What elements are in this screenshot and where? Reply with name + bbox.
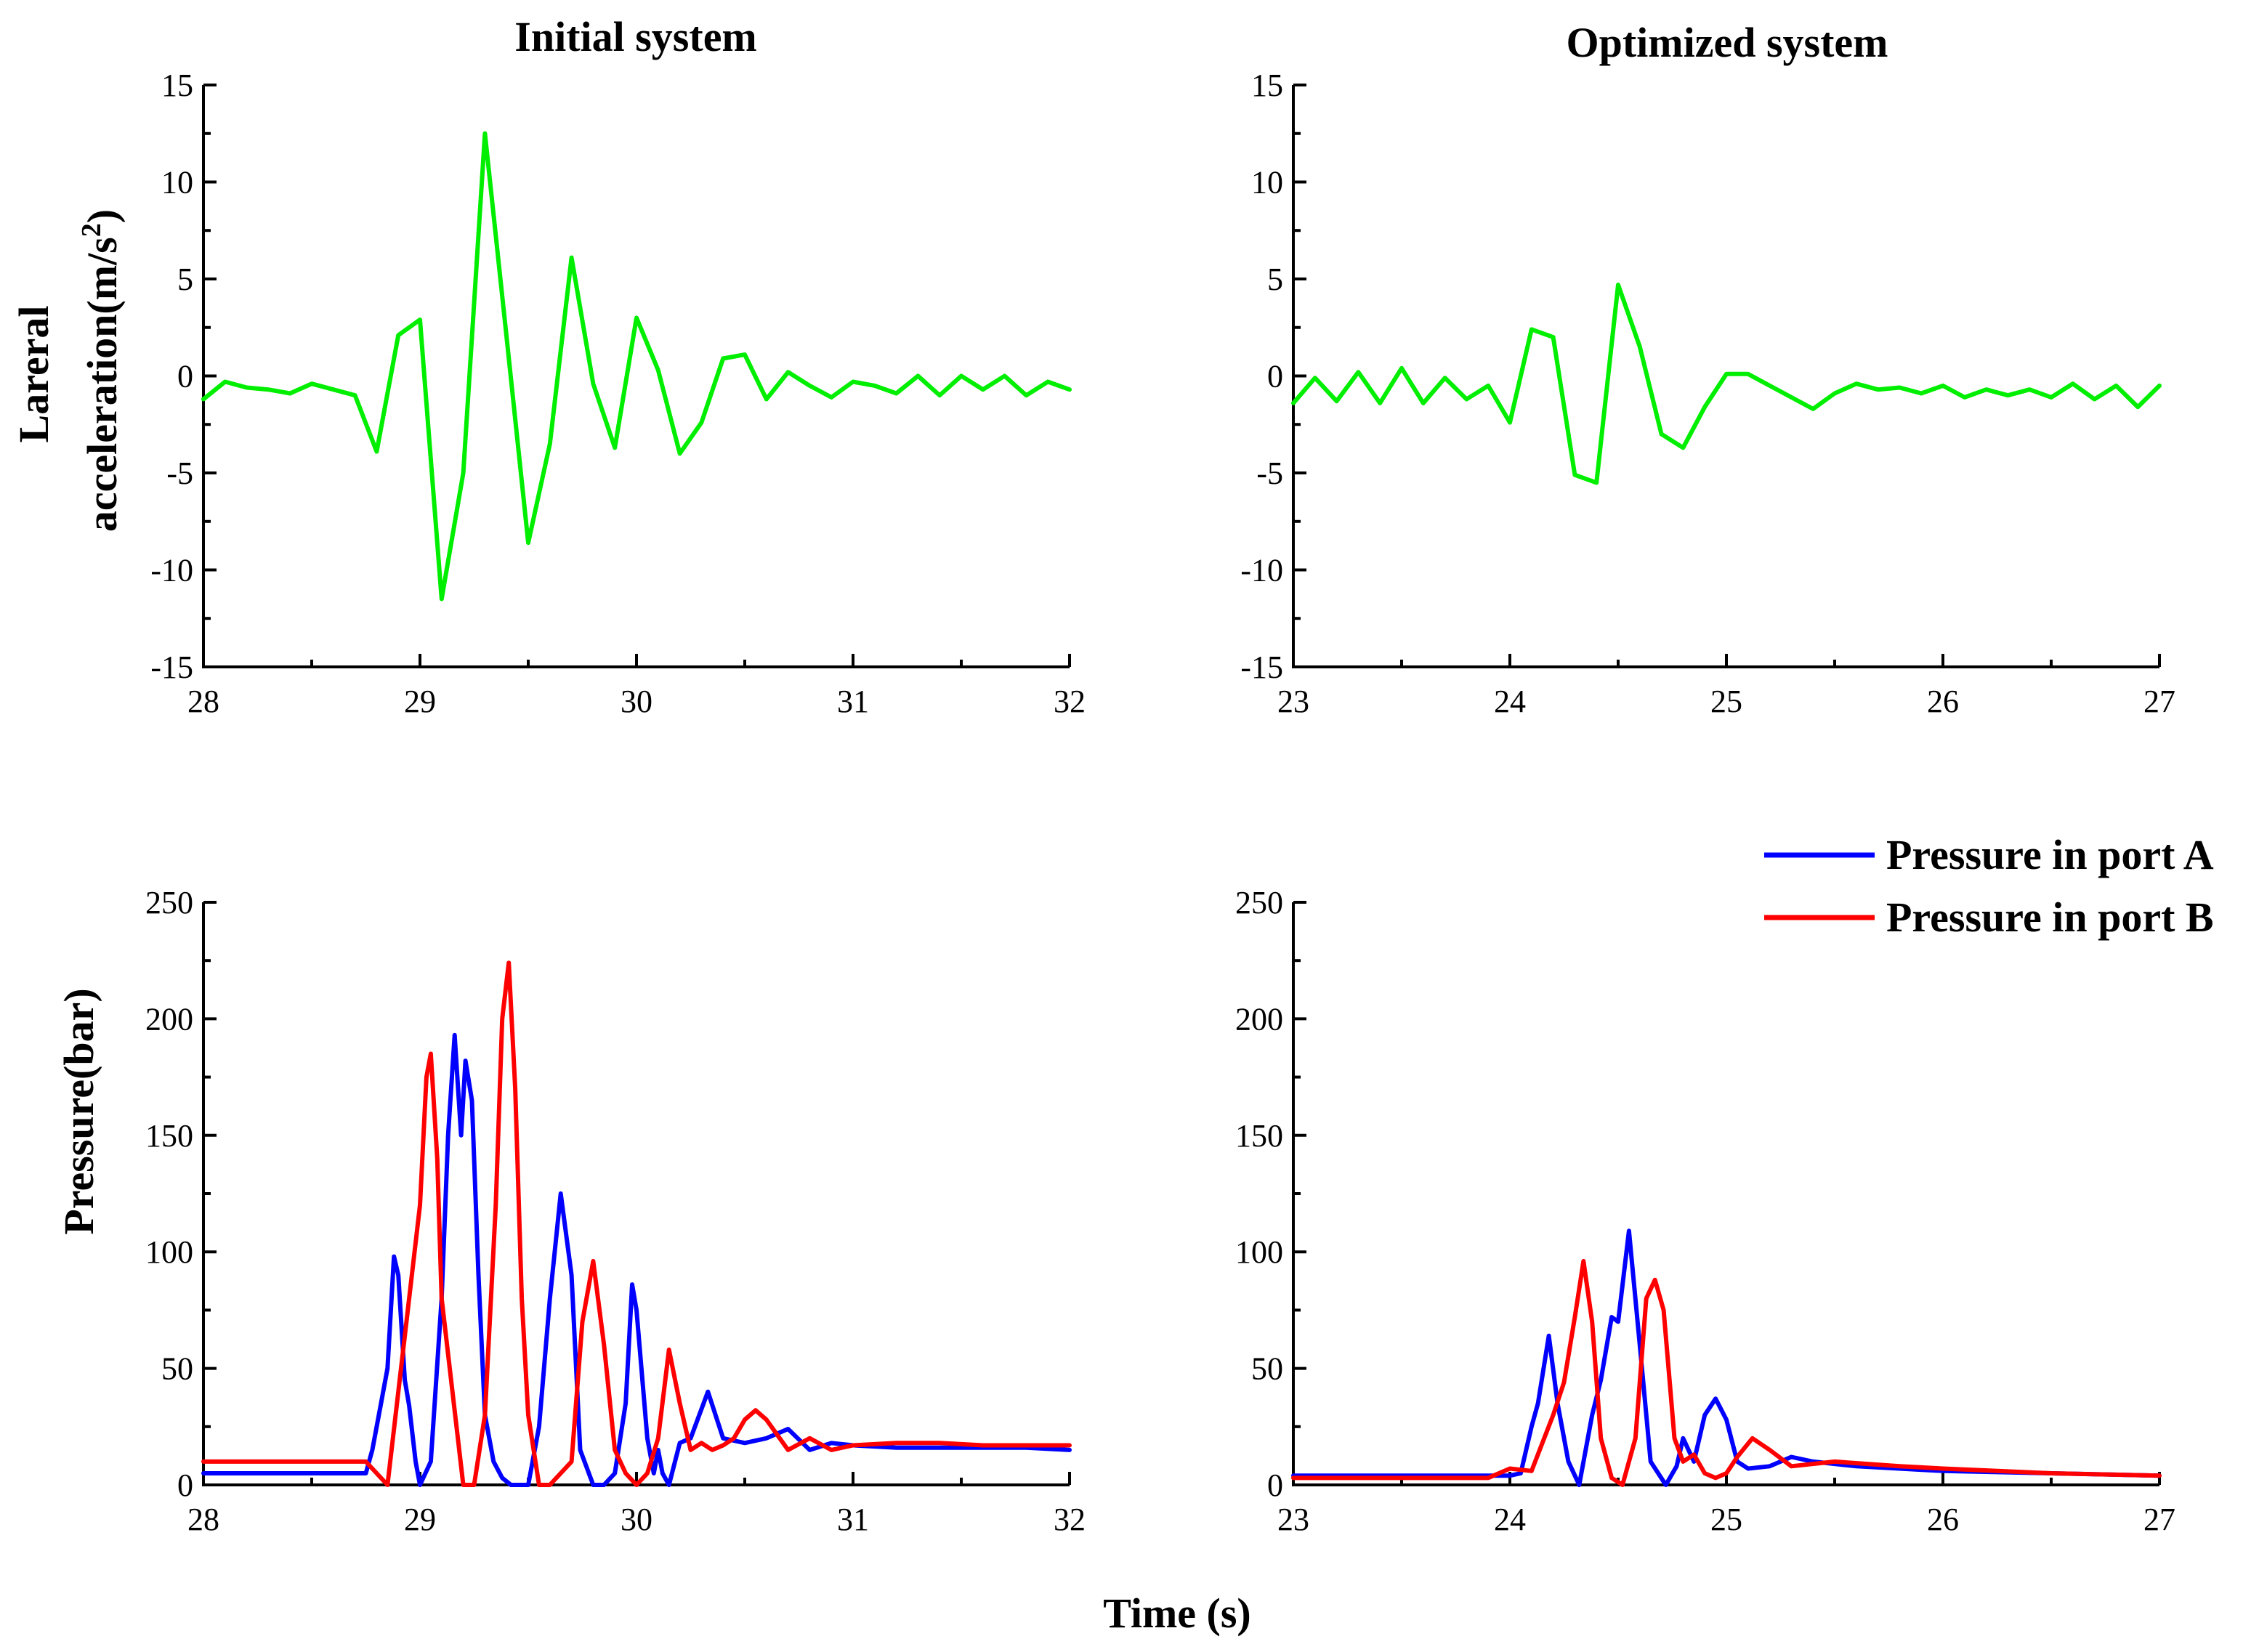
initial-acceleration-y-tick-label: 15	[161, 68, 193, 103]
initial-pressure-x-tick-label: 30	[621, 1502, 652, 1537]
initial-acceleration-y-tick-label: -5	[166, 455, 193, 491]
initial-acceleration-x-tick-label: 30	[621, 684, 652, 719]
initial-pressure-x-tick-label: 32	[1054, 1502, 1086, 1537]
initial-acceleration-series-lateral-acceleration	[201, 131, 1072, 602]
optimized-acceleration-y-tick-label: 10	[1251, 165, 1283, 201]
optimized-acceleration-y-tick-label: 0	[1267, 359, 1283, 394]
optimized-acceleration-x-tick-label: 27	[2143, 684, 2175, 719]
initial-pressure-y-tick-label: 50	[161, 1351, 193, 1387]
optimized-acceleration-y-tick-label: -10	[1240, 553, 1283, 588]
optimized-acceleration-y-tick-label: 5	[1267, 262, 1283, 297]
optimized-acceleration-x-tick-label: 25	[1710, 684, 1742, 719]
initial-pressure-y-tick-label: 100	[145, 1234, 193, 1270]
x-axis-title-time: Time (s)	[1103, 1590, 1251, 1637]
panel-optimized-acceleration: -15 -10 -5 0 5 10 15 23 24 25 26 27	[1240, 68, 2175, 719]
initial-pressure-x-tick-label: 31	[837, 1502, 869, 1537]
initial-acceleration-x-tick-label: 32	[1054, 684, 1086, 719]
optimized-pressure-y-tick-label: 200	[1235, 1001, 1283, 1037]
optimized-pressure-x-tick-label: 26	[1927, 1502, 1959, 1537]
initial-pressure-x-tick-label: 29	[404, 1502, 436, 1537]
y-axis-title-pressure: Pressure(bar)	[55, 988, 102, 1234]
panel-optimized-pressure: 0 50 100 150 200 250 23 24 25 26 27	[1235, 885, 2175, 1537]
legend-label-port-b: Pressure in port B	[1886, 894, 2214, 941]
optimized-acceleration-x-tick-label: 23	[1277, 684, 1309, 719]
initial-pressure-y-tick-label: 150	[145, 1118, 193, 1154]
optimized-pressure-y-tick-label: 0	[1267, 1467, 1283, 1503]
legend: Pressure in port A Pressure in port B	[1764, 831, 2214, 941]
y-axis-title-acceleration-line2: acceleration(m/s2)	[76, 209, 126, 532]
initial-acceleration-y-tick-label: -15	[150, 649, 193, 685]
initial-acceleration-y-tick-label: 0	[177, 359, 193, 394]
initial-pressure-y-tick-label: 0	[177, 1467, 193, 1503]
optimized-pressure-x-tick-label: 27	[2143, 1502, 2175, 1537]
initial-pressure-y-tick-label: 250	[145, 885, 193, 920]
optimized-acceleration-x-tick-label: 24	[1494, 684, 1526, 719]
optimized-pressure-y-tick-label: 250	[1235, 885, 1283, 920]
y-axis-title-acceleration-close: )	[78, 209, 126, 223]
initial-pressure-series-pressure-in-port-b	[201, 960, 1072, 1487]
optimized-pressure-y-tick-label: 50	[1251, 1351, 1283, 1387]
optimized-pressure-x-tick-label: 25	[1710, 1502, 1742, 1537]
panel-initial-pressure: 0 50 100 150 200 250 28 29 30 31 32	[145, 885, 1086, 1537]
initial-acceleration-y-tick-label: 10	[161, 165, 193, 201]
y-axis-title-acceleration-sup: 2	[76, 223, 107, 237]
initial-acceleration-x-tick-label: 29	[404, 684, 436, 719]
initial-pressure-y-tick-label: 200	[145, 1001, 193, 1037]
optimized-pressure-y-tick-label: 100	[1235, 1234, 1283, 1270]
y-axis-title-acceleration-base: acceleration(m/s	[78, 237, 126, 532]
panel-title-optimized: Optimized system	[1567, 19, 1888, 66]
optimized-acceleration-x-tick-label: 26	[1927, 684, 1959, 719]
panel-title-initial: Initial system	[514, 13, 757, 60]
optimized-acceleration-series-lateral-acceleration	[1291, 283, 2162, 485]
initial-pressure-series-pressure-in-port-a	[201, 1032, 1072, 1487]
optimized-acceleration-y-tick-label: -5	[1256, 455, 1283, 491]
optimized-pressure-series-pressure-in-port-b	[1291, 1259, 2162, 1487]
y-axis-title-acceleration-line1: Lareral	[10, 306, 57, 443]
optimized-pressure-y-tick-label: 150	[1235, 1118, 1283, 1154]
initial-acceleration-x-tick-label: 28	[187, 684, 219, 719]
initial-acceleration-x-tick-label: 31	[837, 684, 869, 719]
initial-acceleration-y-tick-label: -10	[150, 553, 193, 588]
optimized-pressure-x-tick-label: 23	[1277, 1502, 1309, 1537]
panel-initial-acceleration: -15 -10 -5 0 5 10 15 28 29 30 31 32	[150, 68, 1086, 719]
initial-acceleration-y-tick-label: 5	[177, 262, 193, 297]
legend-label-port-a: Pressure in port A	[1886, 831, 2214, 878]
optimized-acceleration-y-tick-label: 15	[1251, 68, 1283, 103]
optimized-acceleration-y-tick-label: -15	[1240, 649, 1283, 685]
optimized-pressure-x-tick-label: 24	[1494, 1502, 1526, 1537]
initial-pressure-x-tick-label: 28	[187, 1502, 219, 1537]
